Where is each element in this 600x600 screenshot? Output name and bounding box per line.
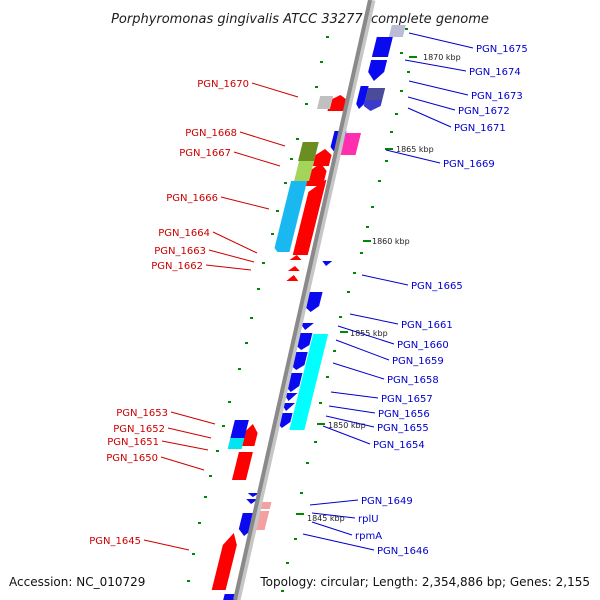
kbp-marker-1860: 1860 kbp bbox=[372, 237, 410, 246]
gene-label-pgn1670[interactable]: PGN_1670 bbox=[197, 79, 249, 90]
plus-strand-track bbox=[211, 95, 348, 590]
plus-strand-inner-track bbox=[227, 96, 334, 449]
gene-feature-pgn1653[interactable] bbox=[240, 424, 259, 446]
genome-stats-text: Topology: circular; Length: 2,354,886 bp… bbox=[259, 575, 590, 589]
map-title: Porphyromonas gingivalis ATCC 33277, com… bbox=[111, 12, 489, 27]
gene-label-pgn1665[interactable]: PGN_1665 bbox=[411, 281, 463, 292]
gene-feature-pgn1671[interactable] bbox=[362, 100, 383, 111]
gene-label-pgn1646[interactable]: PGN_1646 bbox=[377, 546, 429, 557]
gene-label-pgn1661[interactable]: PGN_1661 bbox=[401, 320, 453, 331]
gene-label-pgn1654[interactable]: PGN_1654 bbox=[373, 440, 425, 451]
backbone-line bbox=[233, 0, 372, 600]
gene-labels-right: PGN_1675 PGN_1674 PGN_1673 PGN_1672 PGN_… bbox=[355, 44, 528, 557]
gene-label-pgn1663[interactable]: PGN_1663 bbox=[154, 246, 206, 257]
tick-track-right bbox=[281, 28, 410, 592]
gene-label-pgn1669[interactable]: PGN_1669 bbox=[443, 159, 495, 170]
gene-label-pgn1650[interactable]: PGN_1650 bbox=[106, 453, 158, 464]
accession-text: Accession: NC_010729 bbox=[9, 575, 145, 589]
leader-lines-right bbox=[302, 32, 474, 551]
gene-labels-left: PGN_1670 PGN_1668 PGN_1667 PGN_1666 PGN_… bbox=[89, 79, 249, 547]
gene-label-pgn1672[interactable]: PGN_1672 bbox=[458, 106, 510, 117]
gene-feature-pgn1675[interactable] bbox=[371, 37, 393, 57]
gene-feature-sky[interactable] bbox=[274, 181, 308, 252]
tick-track-left bbox=[187, 36, 329, 582]
gene-feature-pink[interactable] bbox=[340, 133, 362, 155]
kbp-marker-1855: 1855 kbp bbox=[350, 329, 388, 338]
gene-feature-pgn1652[interactable] bbox=[230, 420, 249, 438]
gene-label-pgn1675[interactable]: PGN_1675 bbox=[476, 44, 528, 55]
leader-lines-left bbox=[143, 82, 299, 551]
gene-feature-pgn1674[interactable] bbox=[366, 60, 388, 81]
gene-feature-pgn1650[interactable] bbox=[227, 438, 245, 449]
gene-feature-pgn1667[interactable] bbox=[312, 149, 333, 166]
gene-feature-cyan-right[interactable] bbox=[289, 334, 329, 430]
gene-feature-olive-light[interactable] bbox=[294, 161, 315, 181]
gene-label-pgn1656[interactable]: PGN_1656 bbox=[378, 409, 430, 420]
gene-label-pgn1653[interactable]: PGN_1653 bbox=[116, 408, 168, 419]
gene-label-pgn1645[interactable]: PGN_1645 bbox=[89, 536, 141, 547]
kbp-scale-ticks bbox=[296, 56, 417, 515]
gene-feature-gap bbox=[228, 483, 246, 493]
gene-label-pgn1657[interactable]: PGN_1657 bbox=[381, 394, 433, 405]
gene-label-pgn1668[interactable]: PGN_1668 bbox=[185, 128, 237, 139]
kbp-marker-1865: 1865 kbp bbox=[396, 145, 434, 154]
gene-label-rplu[interactable]: rplU bbox=[358, 514, 379, 525]
gene-label-pgn1655[interactable]: PGN_1655 bbox=[377, 423, 429, 434]
gene-label-pgn1651[interactable]: PGN_1651 bbox=[107, 437, 159, 448]
gene-feature-red-1667b[interactable] bbox=[305, 163, 329, 186]
gene-label-pgn1652[interactable]: PGN_1652 bbox=[113, 424, 165, 435]
gene-feature-pgn1645[interactable] bbox=[211, 533, 240, 590]
gene-label-pgn1674[interactable]: PGN_1674 bbox=[469, 67, 521, 78]
gene-label-rpma[interactable]: rpmA bbox=[355, 531, 382, 542]
gene-feature-pgn1673[interactable] bbox=[355, 86, 369, 109]
gene-feature-pgn1656[interactable] bbox=[282, 393, 298, 401]
gene-feature-pgn1666[interactable] bbox=[292, 180, 327, 255]
kbp-marker-1870: 1870 kbp bbox=[423, 53, 461, 62]
gene-label-pgn1671[interactable]: PGN_1671 bbox=[454, 123, 506, 134]
gene-feature-rplu[interactable] bbox=[245, 499, 259, 504]
gene-feature-pgn1664[interactable] bbox=[289, 255, 303, 260]
gene-label-pgn1673[interactable]: PGN_1673 bbox=[471, 91, 523, 102]
kbp-marker-1850: 1850 kbp bbox=[328, 421, 366, 430]
gene-feature-pgn1663[interactable] bbox=[287, 266, 301, 271]
gene-feature-pgn1662[interactable] bbox=[286, 275, 299, 281]
gene-feature-pgn1672[interactable] bbox=[365, 88, 386, 100]
gene-label-pgn1666[interactable]: PGN_1666 bbox=[166, 193, 218, 204]
gene-label-pgn1658[interactable]: PGN_1658 bbox=[387, 375, 439, 386]
gene-feature-pgn1665[interactable] bbox=[321, 261, 333, 266]
gene-feature-pgn1651[interactable] bbox=[231, 452, 253, 480]
gene-label-pgn1662[interactable]: PGN_1662 bbox=[151, 261, 203, 272]
gene-label-pgn1649[interactable]: PGN_1649 bbox=[361, 496, 413, 507]
gene-feature-pgn1660[interactable] bbox=[298, 323, 314, 330]
gene-feature-top-gray[interactable] bbox=[388, 25, 406, 37]
gene-feature-pgn1668[interactable] bbox=[298, 142, 319, 161]
gene-feature-pgn1670[interactable] bbox=[316, 96, 334, 109]
gene-label-pgn1660[interactable]: PGN_1660 bbox=[397, 340, 449, 351]
gene-feature-pgn1649[interactable] bbox=[247, 493, 260, 497]
gene-label-pgn1667[interactable]: PGN_1667 bbox=[179, 148, 231, 159]
kbp-marker-1845: 1845 kbp bbox=[307, 514, 345, 523]
gene-label-pgn1664[interactable]: PGN_1664 bbox=[158, 228, 210, 239]
gene-label-pgn1659[interactable]: PGN_1659 bbox=[392, 356, 444, 367]
gene-feature-pgn1655[interactable] bbox=[279, 403, 296, 411]
